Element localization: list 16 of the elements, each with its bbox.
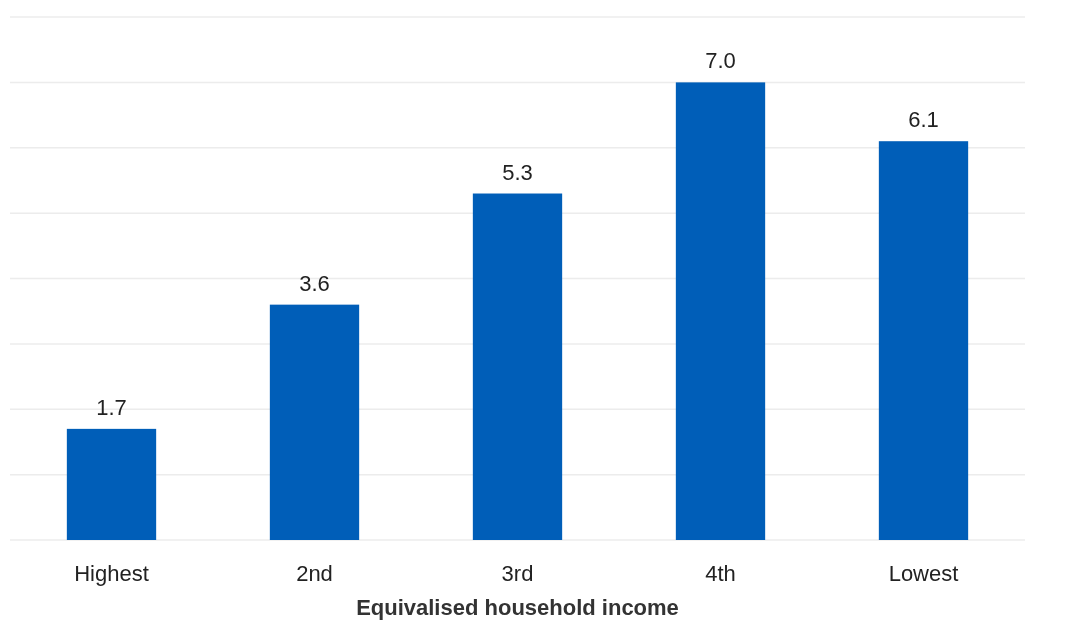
x-tick-label: 4th bbox=[705, 561, 736, 586]
x-tick-label: Highest bbox=[74, 561, 149, 586]
x-tick-label: 3rd bbox=[501, 561, 534, 586]
bar bbox=[878, 141, 969, 540]
data-label: 1.7 bbox=[96, 394, 127, 420]
data-label: 6.1 bbox=[908, 107, 939, 133]
data-label: 5.3 bbox=[502, 159, 533, 185]
bar bbox=[269, 304, 360, 540]
bar bbox=[675, 82, 766, 540]
data-label: 7.0 bbox=[705, 48, 736, 74]
x-axis-title: Equivalised household income bbox=[356, 595, 679, 620]
bar bbox=[472, 193, 563, 540]
x-tick-label: Lowest bbox=[888, 561, 959, 586]
x-tick-label: 2nd bbox=[296, 561, 333, 586]
data-label: 3.6 bbox=[299, 270, 330, 296]
bar bbox=[66, 428, 157, 540]
